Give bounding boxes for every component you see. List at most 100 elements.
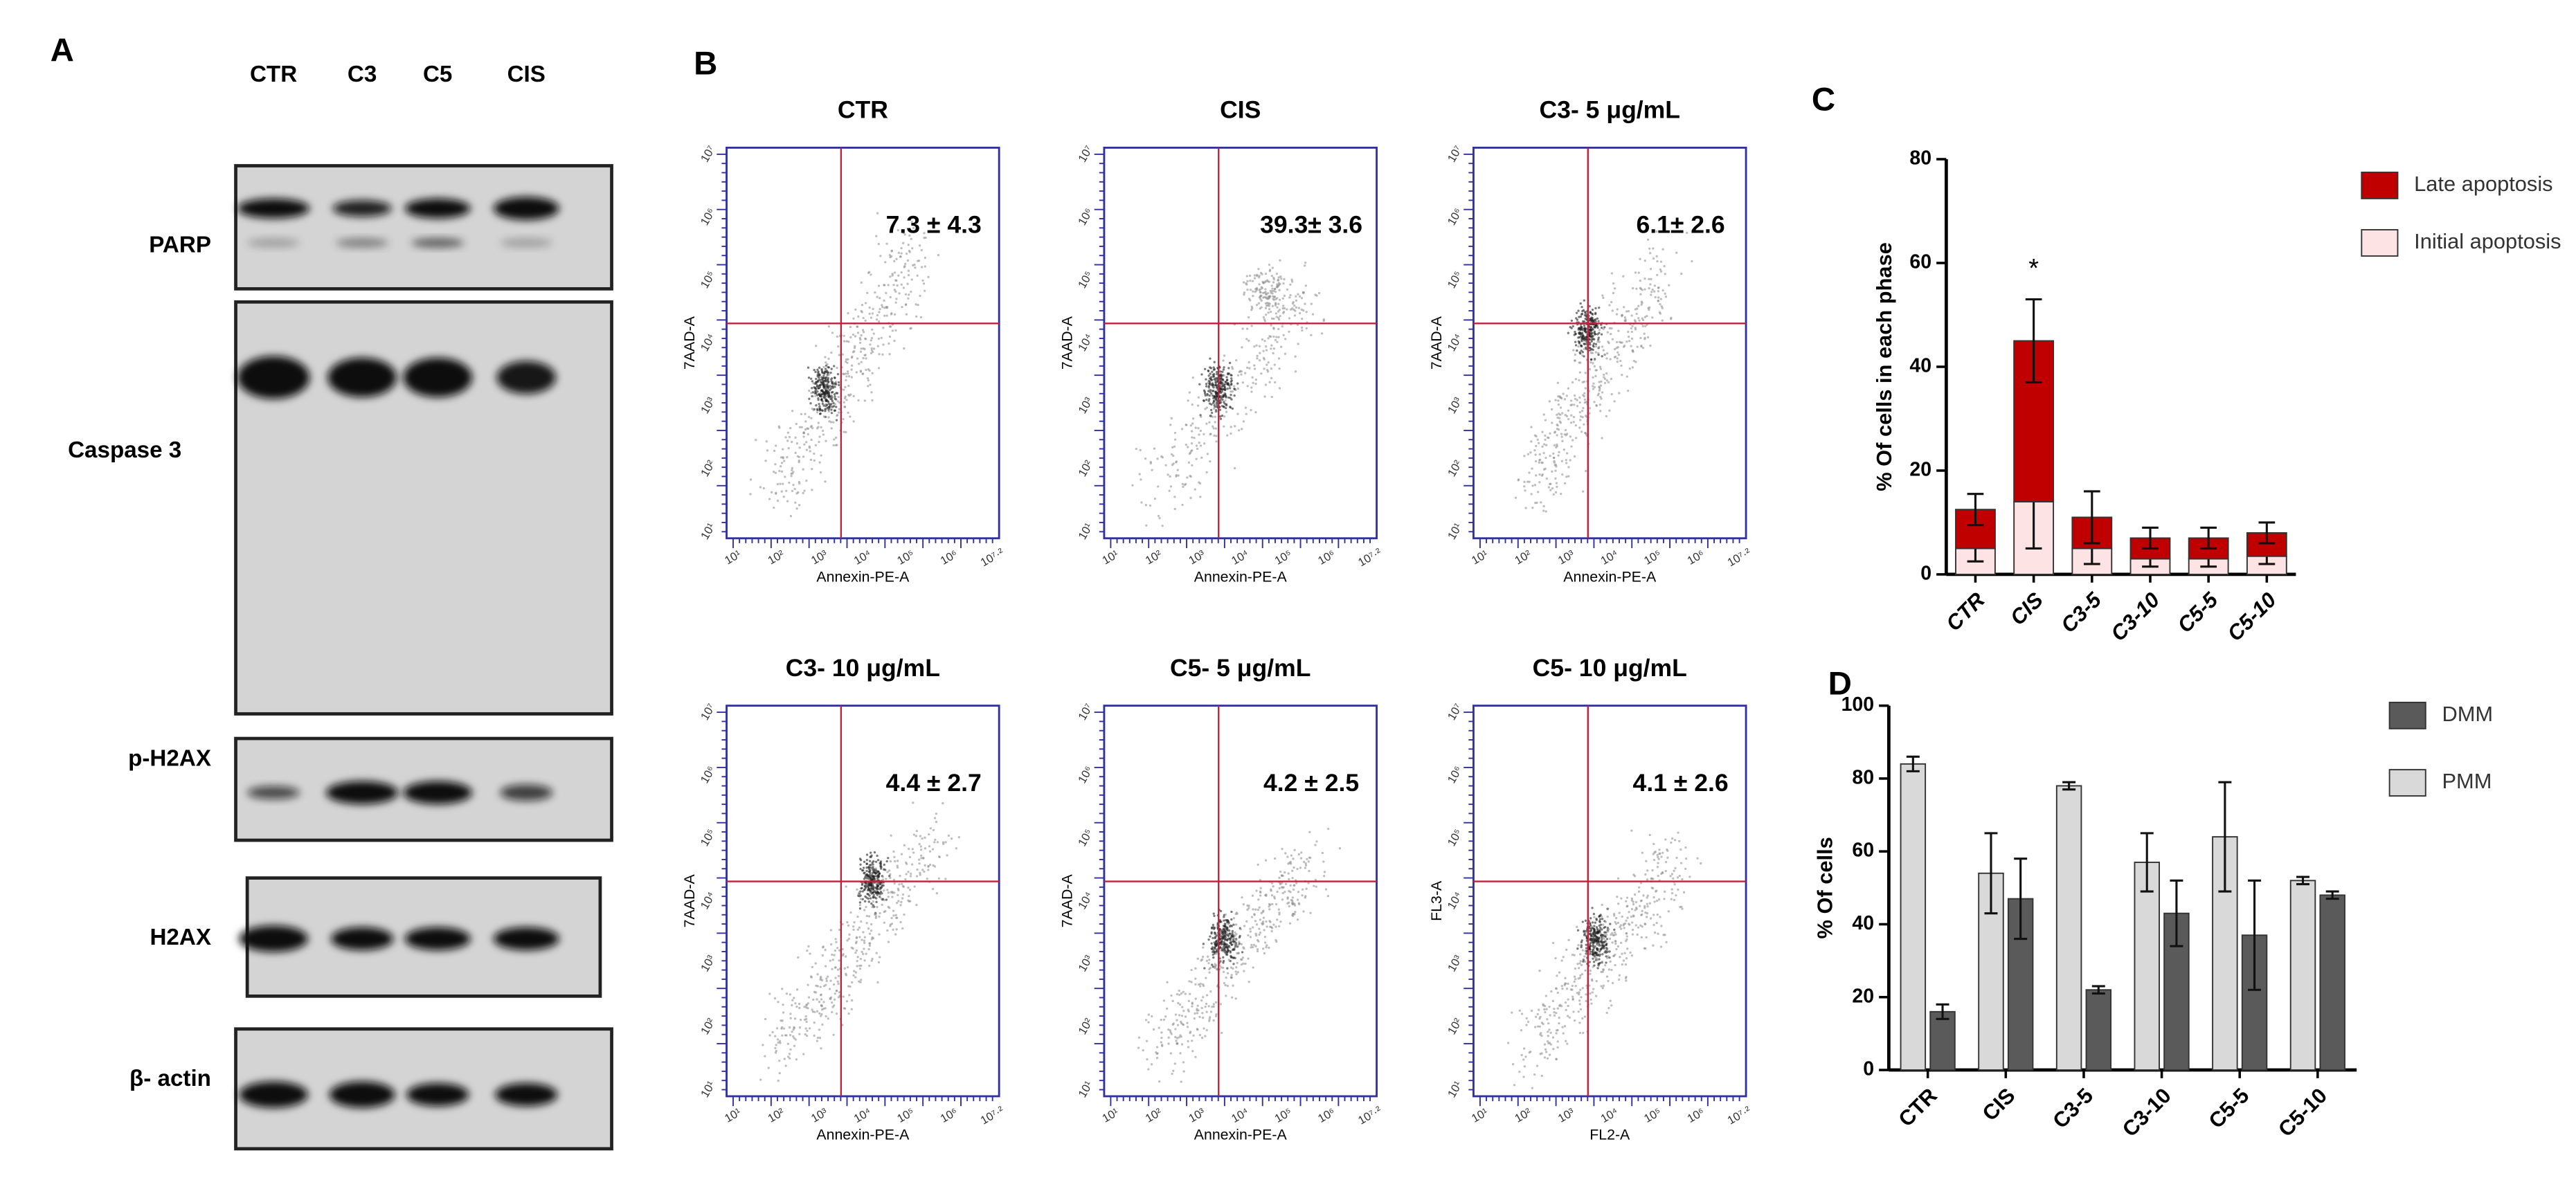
flow-event (1603, 934, 1606, 936)
flow-event (1197, 404, 1200, 407)
flow-event (1198, 1015, 1201, 1019)
flow-event (824, 356, 827, 359)
flow-event (1578, 396, 1581, 399)
flow-event (1198, 1033, 1202, 1037)
flow-event (1544, 419, 1547, 421)
flow-event (1232, 967, 1234, 970)
flow-event (857, 399, 860, 402)
flow-value: 39.3± 3.6 (1260, 211, 1362, 239)
flow-event (1565, 452, 1569, 455)
flow-event (874, 871, 876, 874)
flow-event (1548, 1006, 1551, 1008)
flow-event (1253, 345, 1256, 348)
flow-event (1277, 276, 1280, 279)
flow-event (848, 994, 851, 997)
flow-event (912, 851, 915, 854)
flow-event (863, 871, 866, 874)
flow-event (1280, 277, 1283, 280)
flow-event (1577, 977, 1580, 980)
flow-event (865, 869, 868, 873)
flow-event (1245, 275, 1249, 278)
flow-event (1607, 950, 1610, 953)
flow-event (876, 212, 879, 215)
flow-event (1640, 344, 1643, 347)
flow-event (872, 891, 874, 894)
flow-event (1160, 1031, 1163, 1034)
flow-event (1567, 417, 1570, 421)
flow-event (847, 985, 850, 988)
flow-event (1594, 345, 1597, 348)
flow-event (1145, 1040, 1149, 1042)
flow-event (1212, 953, 1214, 956)
flow-event (1646, 314, 1648, 318)
flow-event (888, 353, 891, 356)
flow-event (1212, 912, 1215, 915)
flow-event (878, 311, 881, 314)
flow-event (1246, 280, 1249, 283)
flow-event (1268, 905, 1270, 908)
flow-event (869, 383, 872, 386)
flow-event (1250, 390, 1253, 393)
flow-event (901, 897, 904, 900)
flow-event (1575, 317, 1578, 320)
flow-event (1589, 945, 1592, 947)
flow-event (853, 920, 856, 924)
flow-event (1634, 326, 1637, 329)
flow-event (825, 977, 828, 980)
flow-title: CTR (838, 96, 888, 124)
flow-event (1657, 296, 1660, 299)
flow-event (1245, 338, 1248, 341)
flow-event (842, 952, 845, 956)
flow-event (932, 828, 935, 832)
flow-event (834, 376, 836, 379)
flow-event (847, 375, 851, 378)
flow-event (759, 1078, 762, 1081)
flow-event (1276, 918, 1279, 921)
flow-event (860, 361, 863, 363)
flow-event (877, 242, 880, 246)
flow-event (1297, 343, 1299, 345)
flow-event (1277, 282, 1281, 284)
flow-event (1594, 945, 1596, 948)
flow-event (1578, 1031, 1582, 1035)
flow-event (843, 406, 846, 408)
flow-event (1616, 351, 1619, 354)
flow-event (1149, 460, 1152, 464)
flow-event (1266, 291, 1270, 295)
flow-event (822, 376, 825, 380)
flow-event (924, 836, 926, 839)
flow-event (1574, 344, 1578, 347)
flow-event (1266, 925, 1268, 928)
flow-event (786, 439, 789, 442)
flow-event (861, 311, 863, 314)
flow-event (1628, 367, 1631, 370)
flow-event (861, 329, 865, 332)
flow-event (1656, 853, 1659, 857)
flow-event (1664, 860, 1668, 864)
flow-event (820, 993, 822, 996)
flow-event (827, 416, 830, 419)
flow-event (1214, 943, 1217, 945)
flow-event (935, 820, 938, 824)
flow-event (1644, 911, 1647, 914)
flow-event (778, 1060, 781, 1062)
flow-event (1557, 399, 1560, 402)
flow-event (1558, 451, 1560, 454)
flow-event (1252, 908, 1254, 911)
flow-event (1592, 988, 1595, 990)
flow-event (880, 897, 883, 900)
flow-event (865, 859, 869, 862)
flow-event (1569, 326, 1571, 329)
flow-event (1259, 894, 1262, 897)
flow-event (1251, 376, 1254, 379)
flow-event (1630, 327, 1633, 330)
flow-event (1221, 385, 1223, 388)
flow-event (1576, 318, 1579, 321)
flow-event (1592, 932, 1594, 934)
flow-event (1284, 882, 1288, 885)
flow-event (1592, 952, 1596, 954)
flow-event (1261, 287, 1263, 290)
flow-event (1553, 1008, 1556, 1010)
flow-event (872, 866, 874, 869)
flow-event (912, 801, 915, 804)
